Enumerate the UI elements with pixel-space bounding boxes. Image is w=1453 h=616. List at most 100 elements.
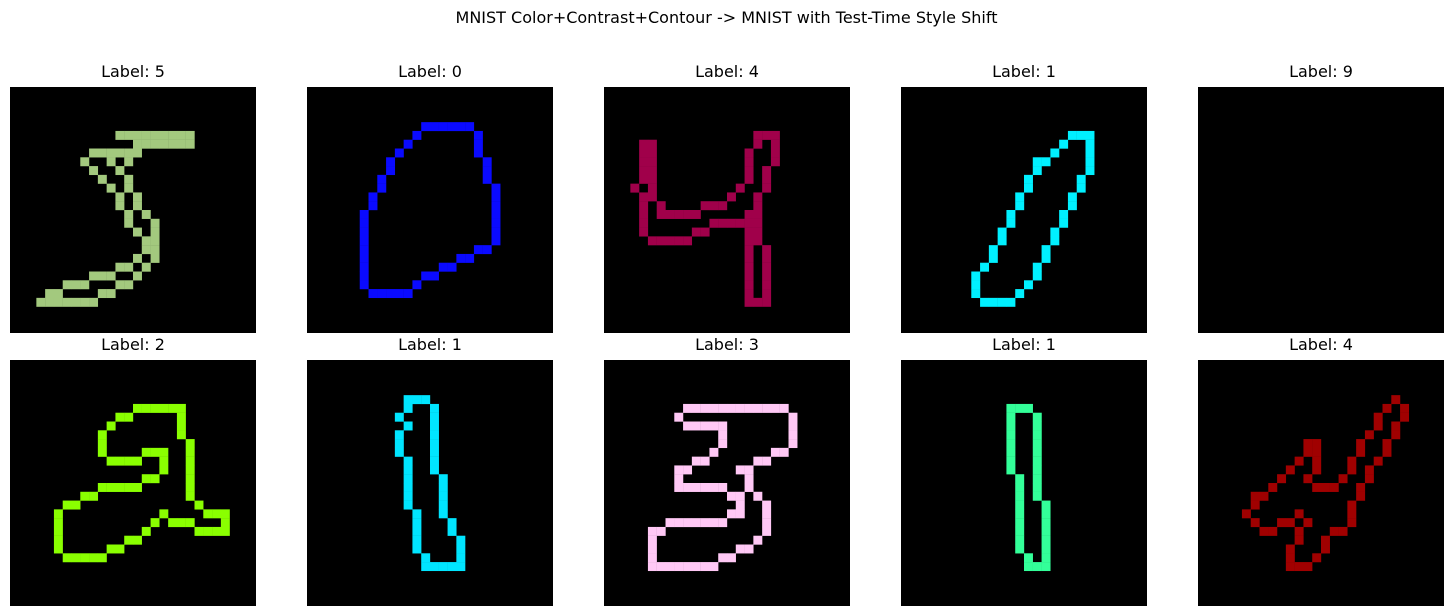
contour-pixel [1032, 271, 1042, 281]
contour-pixel [456, 562, 466, 572]
contour-pixel [1338, 474, 1348, 484]
contour-pixel [150, 236, 160, 246]
contour-pixel [150, 139, 160, 149]
contour-pixel [430, 456, 439, 466]
contour-pixel [639, 201, 649, 211]
contour-pixel [1024, 403, 1033, 413]
contour-pixel [97, 289, 107, 299]
contour-pixel [438, 509, 448, 519]
contour-pixel [159, 447, 169, 457]
contour-pixel [1006, 456, 1016, 466]
contour-pixel [1294, 535, 1304, 545]
contour-pixel [115, 166, 125, 176]
contour-pixel [359, 227, 369, 237]
contour-pixel [700, 421, 710, 431]
contour-pixel [1356, 483, 1366, 492]
contour-pixel [430, 465, 439, 475]
contour-pixel [1032, 157, 1042, 167]
contour-pixel [674, 210, 684, 219]
contour-pixel [386, 166, 396, 176]
contour-pixel [185, 483, 195, 492]
contour-pixel [421, 553, 431, 563]
contour-pixel [473, 139, 483, 149]
figure-suptitle: MNIST Color+Contrast+Contour -> MNIST wi… [455, 8, 998, 27]
contour-pixel [744, 483, 754, 492]
contour-pixel [753, 192, 763, 202]
contour-pixel [168, 403, 178, 413]
contour-pixel [491, 236, 501, 246]
contour-pixel [150, 474, 160, 484]
contour-pixel [683, 236, 693, 246]
contour-pixel [430, 412, 439, 422]
contour-pixel [124, 483, 134, 492]
contour-pixel [97, 439, 107, 449]
contour-pixel [735, 465, 745, 475]
contour-pixel [1085, 139, 1095, 149]
contour-pixel [465, 253, 475, 263]
contour-pixel [150, 218, 160, 228]
contour-pixel [124, 262, 134, 272]
contour-pixel [1250, 518, 1260, 528]
contour-pixel [53, 544, 63, 554]
contour-pixel [1303, 474, 1313, 484]
contour-pixel [115, 544, 125, 554]
sample-label-9: Label: 1 [992, 335, 1056, 354]
contour-pixel [482, 245, 492, 255]
contour-pixel [647, 139, 657, 149]
contour-pixel [727, 491, 736, 501]
contour-pixel [1085, 148, 1095, 158]
contour-pixel [133, 403, 142, 413]
contour-pixel [744, 157, 754, 167]
contour-pixel [430, 447, 439, 457]
contour-pixel [80, 553, 90, 563]
contour-pixel [412, 130, 422, 140]
contour-pixel [691, 210, 701, 219]
contour-pixel [1382, 447, 1392, 457]
contour-pixel [491, 218, 501, 228]
contour-pixel [674, 474, 684, 484]
contour-pixel [133, 253, 142, 263]
contour-pixel [735, 544, 745, 554]
contour-pixel [115, 280, 125, 290]
digit-contour [394, 395, 466, 572]
contour-pixel [1024, 280, 1033, 290]
contour-pixel [89, 166, 99, 176]
contour-pixel [1041, 535, 1051, 545]
contour-pixel [220, 526, 230, 536]
contour-pixel [674, 518, 684, 528]
contour-pixel [62, 280, 72, 290]
contour-pixel [1032, 456, 1042, 466]
contour-pixel [1259, 491, 1269, 501]
contour-pixel [1356, 439, 1366, 449]
contour-pixel [106, 544, 116, 554]
contour-pixel [709, 483, 719, 492]
contour-pixel [753, 227, 763, 237]
contour-pixel [639, 210, 649, 219]
contour-pixel [403, 421, 413, 431]
contour-pixel [1321, 535, 1330, 545]
contour-pixel [1006, 465, 1016, 475]
contour-pixel [412, 509, 422, 519]
contour-pixel [89, 553, 99, 563]
contour-pixel [1006, 430, 1016, 440]
digit-contour [630, 130, 780, 307]
contour-pixel [176, 421, 186, 431]
contour-pixel [762, 183, 772, 193]
contour-pixel [691, 518, 701, 528]
contour-pixel [1347, 500, 1357, 510]
contour-pixel [709, 518, 719, 528]
contour-pixel [762, 500, 772, 510]
contour-pixel [709, 421, 719, 431]
contour-pixel [762, 166, 772, 176]
contour-pixel [185, 447, 195, 457]
contour-pixel [412, 544, 422, 554]
contour-pixel [115, 412, 125, 422]
contour-pixel [1312, 439, 1322, 449]
sample-panel-6: Label: 2 [10, 334, 256, 606]
contour-pixel [709, 201, 719, 211]
contour-pixel [386, 289, 396, 299]
sample-image-9 [901, 360, 1147, 606]
contour-pixel [150, 253, 160, 263]
contour-pixel [744, 174, 754, 184]
contour-pixel [1032, 447, 1042, 457]
